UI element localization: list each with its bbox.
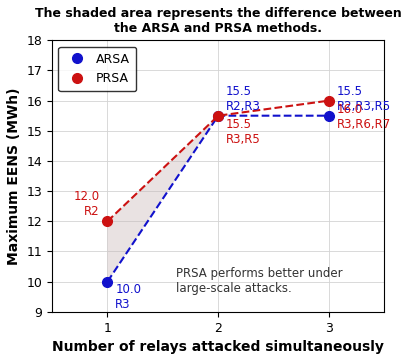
Y-axis label: Maximum EENS (MWh): Maximum EENS (MWh) [7, 87, 21, 265]
Line: PRSA: PRSA [103, 96, 334, 226]
Polygon shape [107, 116, 218, 282]
X-axis label: Number of relays attacked simultaneously: Number of relays attacked simultaneously [52, 340, 384, 354]
Text: 15.5
R2,R3,R5: 15.5 R2,R3,R5 [337, 85, 391, 113]
Text: 15.5
R3,R5: 15.5 R3,R5 [226, 118, 261, 146]
Legend: ARSA, PRSA: ARSA, PRSA [59, 47, 136, 91]
ARSA [326, 113, 331, 118]
Text: 12.0
R2: 12.0 R2 [74, 190, 100, 218]
Text: 10.0
R3: 10.0 R3 [115, 283, 141, 311]
ARSA [105, 279, 110, 284]
PRSA [326, 99, 331, 103]
Title: The shaded area represents the difference between
the ARSA and PRSA methods.: The shaded area represents the differenc… [35, 7, 401, 35]
PRSA [105, 219, 110, 223]
PRSA [216, 113, 221, 118]
Text: PRSA performs better under
large-scale attacks.: PRSA performs better under large-scale a… [176, 267, 343, 295]
ARSA [216, 113, 221, 118]
Text: 16.0
R3,R6,R7: 16.0 R3,R6,R7 [337, 103, 391, 131]
Line: ARSA: ARSA [103, 111, 334, 287]
Text: 15.5
R2,R3: 15.5 R2,R3 [226, 85, 261, 113]
